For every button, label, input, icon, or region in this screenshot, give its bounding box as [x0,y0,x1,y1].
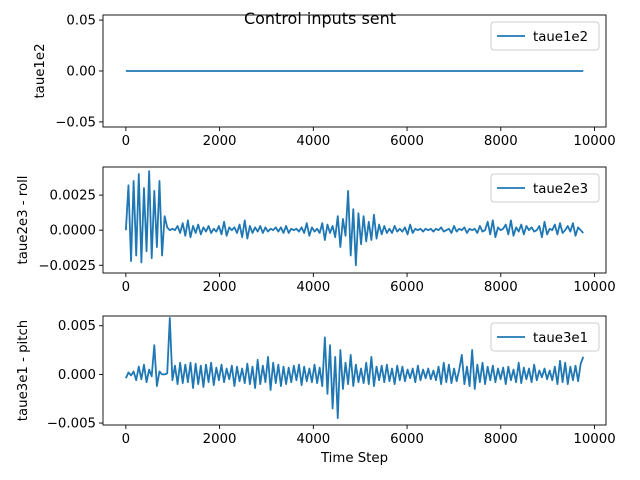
legend: taue3e1 [490,322,600,352]
x-tick-label: 6000 [390,134,424,149]
series-line-taue3e1 [125,317,585,420]
x-tick-label: 4000 [296,134,330,149]
x-tick-label: 10000 [573,280,615,295]
subplot-2: 0 2000 4000 6000 8000 10000 0.0025 0.0000 −0.002… [16,166,616,295]
series-line-taue2e3 [124,170,584,267]
x-tick-label: 2000 [203,280,237,295]
x-tick-label: 10000 [573,134,615,149]
y-tick-label: 0.0025 [49,189,96,204]
x-tick-label: 10000 [573,432,615,447]
y-axis-label: taue3e1 - pitch [16,320,31,421]
y-tick-label: 0.0000 [49,224,96,239]
y-tick-label: 0.005 [58,319,96,334]
legend-label: taue3e1 [533,331,588,346]
figure-title: Control inputs sent [244,9,396,28]
axes-frame [102,315,607,426]
x-tick-label: 0 [122,134,130,149]
y-tick-label: 0.00 [66,65,96,80]
x-tick-label: 2000 [203,432,237,447]
x-tick-label: 0 [122,432,130,447]
x-tick-label: 8000 [484,134,518,149]
legend: taue2e3 [490,173,600,203]
x-tick-label: 6000 [390,280,424,295]
x-tick-label: 4000 [296,280,330,295]
subplot-1: 0 2000 4000 6000 8000 10000 0.05 0.00 −0.05 taue1… [33,14,616,149]
y-tick-label: 0.05 [66,14,96,29]
y-tick-label: 0.000 [58,368,96,383]
x-tick-label: 4000 [296,432,330,447]
legend-label: taue1e2 [533,30,588,45]
y-axis-label: taue1e2 [33,43,48,98]
legend-box [490,21,600,51]
x-axis-label: Time Step [320,451,388,466]
y-tick-label: −0.0025 [38,259,96,274]
x-tick-label: 2000 [203,134,237,149]
x-tick-label: 8000 [484,280,518,295]
legend-box [490,173,600,203]
subplot-3: 0 2000 4000 6000 8000 10000 0.005 0.000 −0.005 ta… [16,315,616,466]
x-tick-label: 6000 [390,432,424,447]
legend: taue1e2 [490,21,600,51]
x-tick-label: 8000 [484,432,518,447]
y-axis-label: taue2e3 - roll [16,175,31,264]
axes-frame [102,166,607,274]
x-tick-label: 0 [122,280,130,295]
y-tick-label: −0.05 [55,115,96,130]
y-tick-label: −0.005 [47,417,96,432]
legend-box [490,322,600,352]
legend-label: taue2e3 [533,182,588,197]
